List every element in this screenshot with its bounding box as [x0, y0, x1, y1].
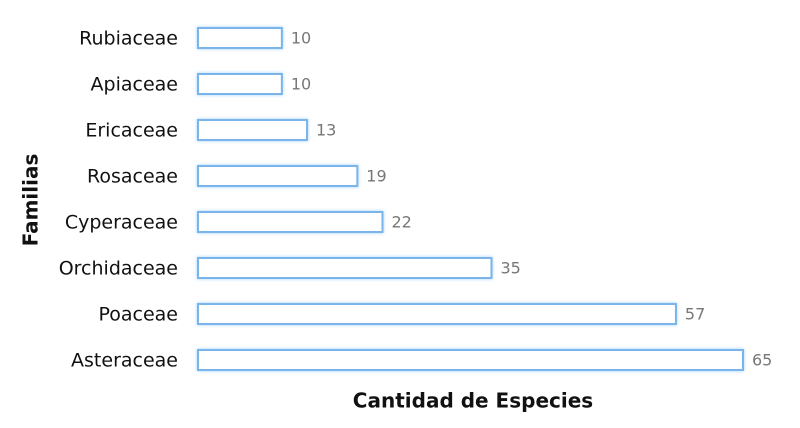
- value-label: 65: [752, 351, 772, 370]
- bar: [197, 349, 744, 371]
- y-tick-label: Asteraceae: [71, 350, 178, 372]
- value-label: 22: [391, 213, 411, 232]
- value-label: 10: [291, 29, 311, 48]
- y-tick-label: Cyperaceae: [65, 212, 178, 234]
- bar: [197, 119, 308, 141]
- y-tick-label: Rosaceae: [87, 166, 178, 188]
- bar: [197, 73, 283, 95]
- x-axis-title: Cantidad de Especies: [353, 389, 593, 413]
- y-tick-label: Orchidaceae: [59, 258, 178, 280]
- y-tick-label: Rubiaceae: [79, 28, 178, 50]
- y-tick-label: Apiaceae: [91, 74, 178, 96]
- value-label: 13: [316, 121, 336, 140]
- value-label: 57: [685, 305, 705, 324]
- bar: [197, 27, 283, 49]
- bar: [197, 257, 493, 279]
- bar: [197, 211, 384, 233]
- y-axis-title: Familias: [19, 154, 43, 247]
- bar: [197, 303, 677, 325]
- y-tick-label: Poaceae: [98, 304, 178, 326]
- value-label: 10: [291, 75, 311, 94]
- y-tick-label: Ericaceae: [85, 120, 178, 142]
- value-label: 19: [366, 167, 386, 186]
- bar: [197, 165, 359, 187]
- value-label: 35: [500, 259, 520, 278]
